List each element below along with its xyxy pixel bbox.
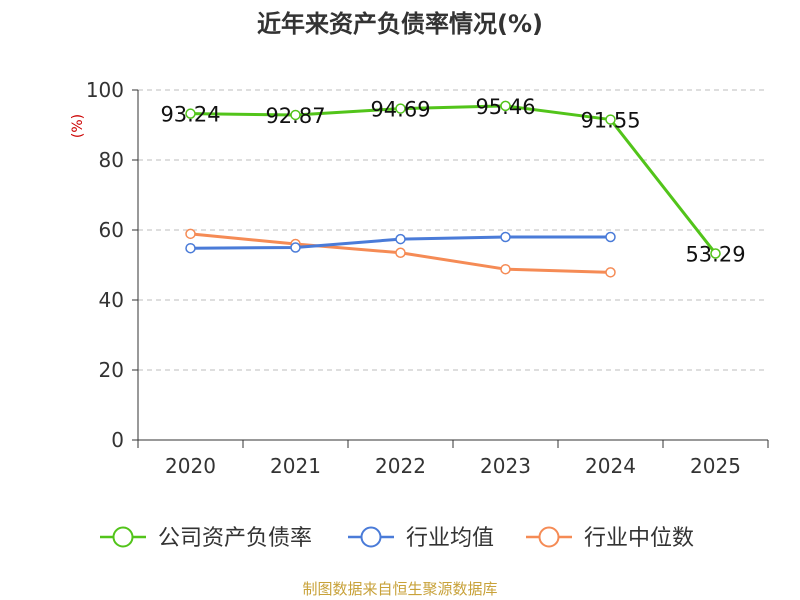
data-point xyxy=(395,247,406,258)
y-tick-label: 40 xyxy=(99,288,124,312)
y-axis-label: (%) xyxy=(70,114,86,138)
data-point xyxy=(605,231,616,243)
y-tick-label: 80 xyxy=(99,148,124,172)
data-label: 93.24 xyxy=(160,103,220,127)
legend-label: 行业均值 xyxy=(406,526,494,551)
y-tick-label: 60 xyxy=(99,218,124,242)
series-lines xyxy=(185,100,721,278)
data-point xyxy=(710,248,721,259)
data-label: 53.29 xyxy=(685,242,745,266)
legend-label: 行业中位数 xyxy=(584,526,694,551)
x-tick-label: 2024 xyxy=(585,454,636,478)
legend-marker-circle xyxy=(538,526,560,548)
data-point xyxy=(185,108,196,119)
data-label: 94.69 xyxy=(370,98,430,122)
y-tick-label: 0 xyxy=(111,428,124,452)
data-labels: 93.24 92.87 94.69 95.46 91.55 53.29 xyxy=(160,95,745,267)
data-point xyxy=(395,103,406,114)
grid-lines xyxy=(138,89,768,371)
source-note: 制图数据来自恒生聚源数据库 xyxy=(302,580,498,598)
chart-title: 近年来资产负债率情况(%) xyxy=(257,10,543,38)
y-tick-label: 100 xyxy=(86,78,124,102)
x-tick-label: 2021 xyxy=(270,454,321,478)
legend: 公司资产负债率 行业均值 行业中位数 xyxy=(100,526,694,551)
data-point xyxy=(395,233,406,245)
x-tick-label: 2020 xyxy=(165,454,216,478)
data-point xyxy=(500,263,511,275)
data-point xyxy=(605,114,616,125)
data-point xyxy=(500,231,511,243)
axes: 0 20 40 60 80 100 2020 2021 2022 2023 2024 2025 (%) xyxy=(70,78,769,478)
data-point xyxy=(605,267,616,278)
data-label: 92.87 xyxy=(265,104,325,128)
data-point xyxy=(500,100,511,112)
series-line xyxy=(190,104,717,255)
data-point xyxy=(290,109,301,121)
x-tick-label: 2023 xyxy=(480,454,531,478)
y-tick-label: 20 xyxy=(99,358,124,382)
legend-marker-circle xyxy=(112,526,134,548)
data-point xyxy=(185,242,196,254)
x-tick-label: 2022 xyxy=(375,454,426,478)
legend-marker-circle xyxy=(360,526,382,548)
data-point xyxy=(290,242,301,253)
data-label: 91.55 xyxy=(580,109,640,133)
legend-label: 公司资产负债率 xyxy=(158,526,312,551)
data-label: 95.46 xyxy=(475,95,535,119)
x-tick-label: 2025 xyxy=(690,454,741,478)
data-point xyxy=(185,228,196,240)
